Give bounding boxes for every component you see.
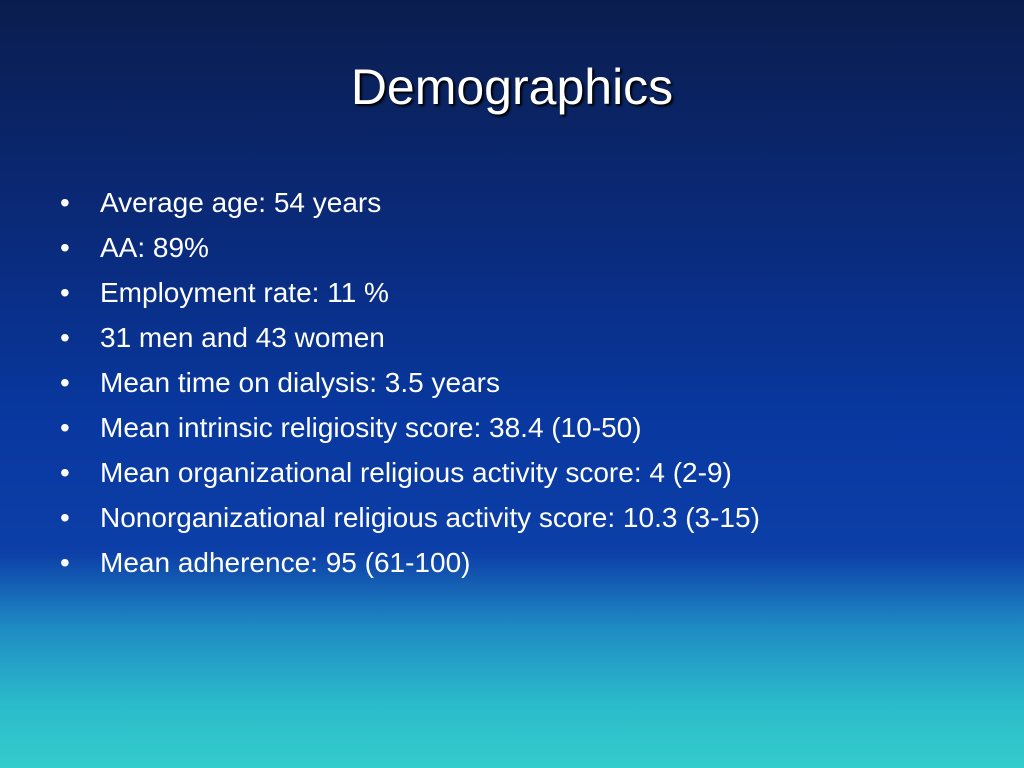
- bullet-item: Mean adherence: 95 (61-100): [60, 540, 760, 585]
- bullet-item: Employment rate: 11 %: [60, 270, 760, 315]
- bullet-item: Average age: 54 years: [60, 180, 760, 225]
- bullet-list: Average age: 54 yearsAA: 89%Employment r…: [60, 180, 760, 585]
- bullet-item: Mean organizational religious activity s…: [60, 450, 760, 495]
- bullet-item: AA: 89%: [60, 225, 760, 270]
- bullet-item: Mean time on dialysis: 3.5 years: [60, 360, 760, 405]
- bullet-item: Nonorganizational religious activity sco…: [60, 495, 760, 540]
- bullet-item: 31 men and 43 women: [60, 315, 760, 360]
- bullet-item: Mean intrinsic religiosity score: 38.4 (…: [60, 405, 760, 450]
- slide-title: Demographics: [350, 59, 674, 115]
